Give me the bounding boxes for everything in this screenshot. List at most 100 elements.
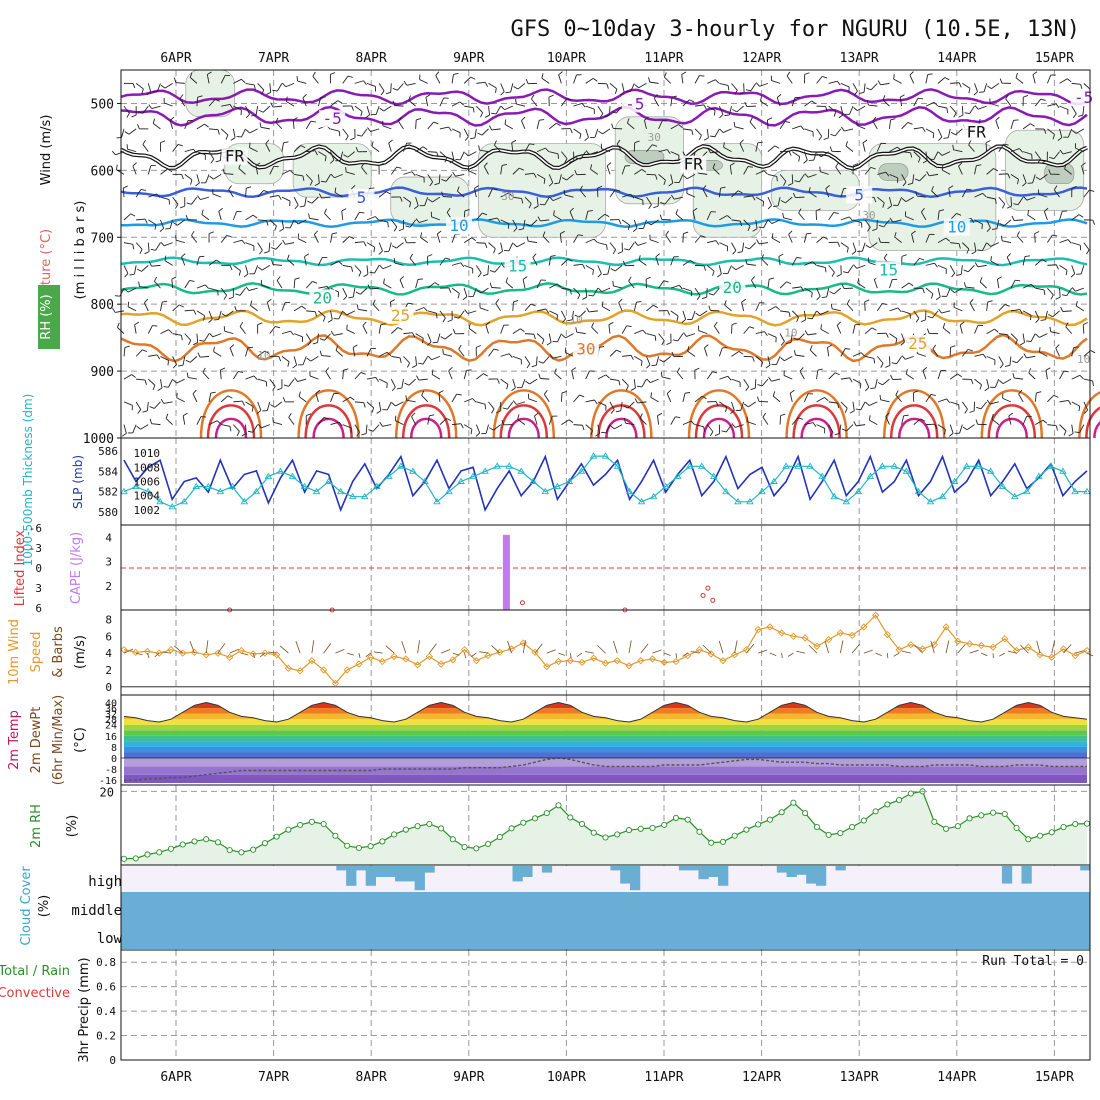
wind-barb-flag [209,175,214,180]
wind-barb-flag [343,368,349,371]
wind-barb [785,196,793,204]
wind-barb-flag [1065,270,1068,276]
rh-2m-point [1083,820,1091,827]
wind-barb [136,378,146,381]
wind-barb [1071,401,1080,407]
rh-contour-label: 10 [257,349,270,362]
wind-barb [566,174,574,181]
wind-barb [121,128,125,138]
wind-speed-point [202,651,210,659]
wind-barb-flag [1066,78,1072,83]
wind-barb [724,304,732,312]
wind-barb [209,128,219,131]
wind-barb [670,97,673,107]
wind-barb-flag [622,260,626,266]
wind-barb-flag [768,376,772,382]
wind-barb [261,424,270,429]
wind-barb-flag [495,87,497,93]
wind-barb [755,142,759,152]
wind-barb-flag [630,355,634,360]
wind-barb-flag [713,110,716,116]
wind-barb [995,120,1000,130]
wind-barb-flag [496,217,501,223]
wind-barb [820,328,829,335]
wind-barb [677,333,684,342]
wind-speed-point [871,611,880,619]
wind-barb [961,106,964,116]
wind-barb [1071,214,1080,221]
wind-barb [649,239,659,244]
thickness-point [974,462,983,469]
wind-barb-flag [549,196,554,201]
rh-2m-point [790,799,797,806]
wind-barb [203,333,210,342]
thickness-point [998,482,1007,490]
wind-barb [342,75,349,84]
wind-barb [786,75,793,84]
wind-barb-flag [855,408,861,411]
wind-barb-flag [548,182,554,187]
wind-barb-flag [604,213,610,218]
wind-barb-flag [247,430,253,433]
wind-barb [390,378,396,388]
wind-barb-flag [554,182,560,185]
wind-barb [1080,265,1085,275]
wind-barb-flag [440,336,446,340]
wind-barb [804,287,813,293]
wind-barb [443,353,453,357]
label-bg [846,186,873,204]
wind-barb-flag [405,225,411,228]
wind-barb [512,219,518,229]
isotherm-label: 20 [723,278,742,297]
wind-barb [439,126,449,130]
wind-speed-point [472,657,480,665]
wind-barb [488,348,495,357]
wind-barb-flag [922,160,928,164]
wind-barb [128,128,137,135]
wind-barb [1017,196,1024,205]
warm-surface-arch [897,417,931,439]
wind-barb [876,303,883,312]
rh-2m-label: 2m RH [29,804,44,848]
wind-barb-flag [142,349,148,353]
wind-barb [897,196,903,206]
rh-2m-point [614,831,621,838]
wind-barb [649,81,659,84]
surface-wind-barb [787,652,794,657]
wind-barb-flag [561,390,567,394]
wind-barb [686,193,696,198]
wind-barb-flag [362,321,367,326]
pressure-tick-1000: 1000 [83,432,114,447]
wind-barb [191,235,198,243]
surface-wind-barb [1063,644,1072,654]
wind-barb [969,105,975,114]
wind-barb [500,83,505,92]
wind-barb-flag [505,277,509,283]
wind-barb [370,287,380,290]
wind-speed-point [707,650,715,658]
panel-frame-p4 [120,609,1091,696]
wind-barb [713,287,720,296]
wind-barb-flag [581,103,586,108]
wind-barb-flag [500,262,505,268]
wind-barb [650,396,659,403]
wind-barb-flag [325,367,330,372]
wind-barb [483,166,489,175]
wind-barb-flag [160,84,166,89]
wind-barb [682,287,692,292]
wind-barb [974,192,983,198]
wind-barb [321,355,331,357]
wind-barb [949,424,954,434]
wind-barb [147,325,153,334]
wind-barb [491,128,501,131]
wind-barb [637,401,647,404]
wind-barb [517,83,526,90]
wind-barb-flag [550,254,556,257]
wind-barb [641,378,647,388]
wind-barb [415,333,424,339]
wind-barb [439,151,447,158]
wind-barb-flag [618,219,622,225]
wind-barb [694,75,700,84]
wind-barb [1062,151,1072,155]
wind-barb [115,310,125,313]
